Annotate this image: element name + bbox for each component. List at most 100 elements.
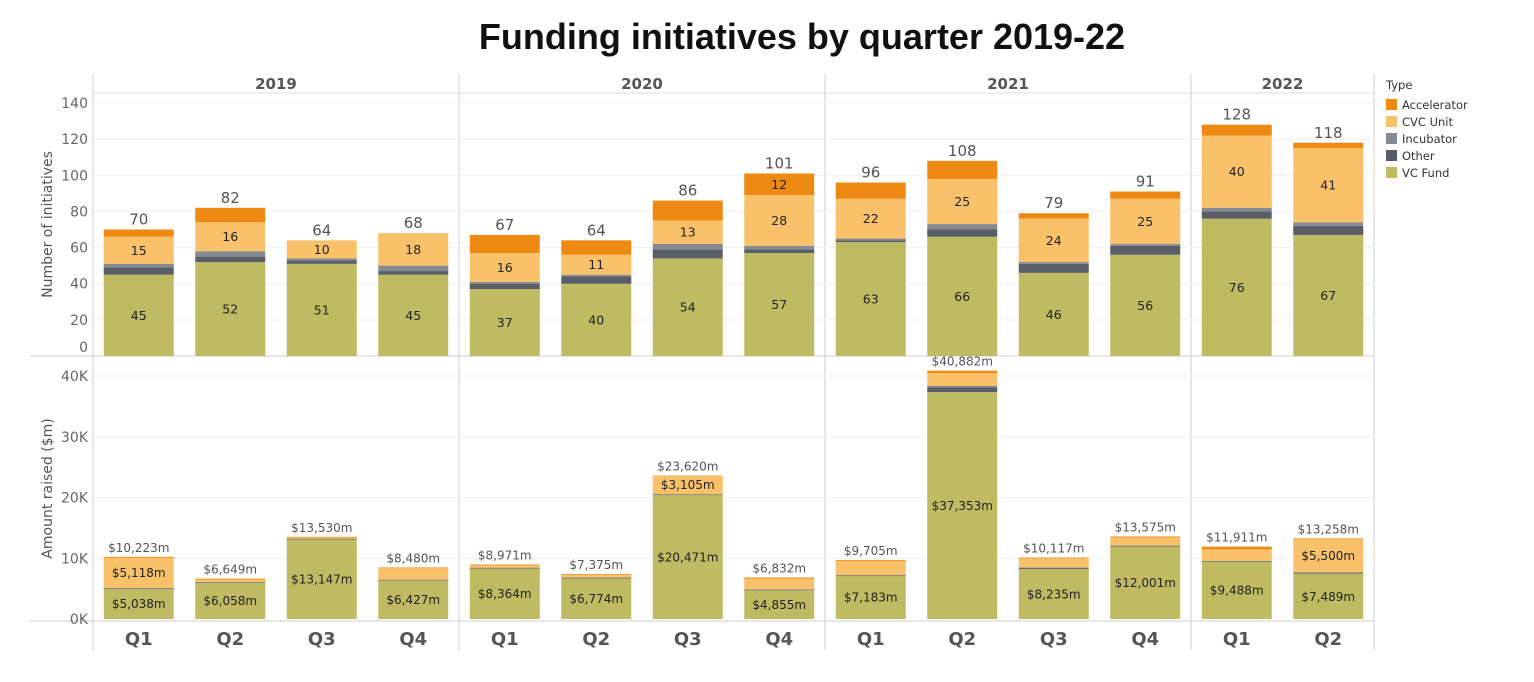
legend-swatch [1386, 167, 1397, 178]
bar-vc-fund [103, 274, 174, 356]
bar-cvc-unit [561, 575, 632, 578]
bar-incubator [195, 581, 266, 583]
data-label: 11 [588, 257, 604, 272]
data-label: 37 [497, 315, 513, 330]
data-label: 52 [222, 302, 238, 317]
y-axis-label: Amount raised ($m) [40, 418, 56, 558]
total-label: $23,620m [657, 459, 718, 473]
bar-vc-fund [1018, 568, 1089, 619]
x-tick-label: Q1 [857, 629, 885, 650]
x-tick-label: Q1 [491, 629, 519, 650]
total-label: 64 [312, 221, 331, 239]
legend-swatch [1386, 116, 1397, 127]
bar-accelerator [561, 574, 632, 576]
bar-other [1018, 263, 1089, 273]
legend-label: Other [1402, 148, 1435, 163]
bar-cvc-unit [469, 252, 540, 282]
data-label: $3,105m [661, 478, 715, 492]
bar-vc-fund [378, 579, 449, 619]
bar-accelerator [927, 370, 998, 374]
bar-accelerator [378, 567, 449, 569]
data-label: 45 [405, 308, 421, 323]
x-tick-label: Q2 [1314, 629, 1342, 650]
data-label: $8,364m [478, 587, 532, 601]
year-header: 2020 [621, 75, 663, 93]
bar-accelerator [1293, 142, 1364, 149]
bar-vc-fund [286, 539, 357, 619]
total-label: $8,480m [386, 551, 440, 565]
x-tick-label: Q4 [1131, 629, 1159, 650]
bar-vc-fund [927, 392, 998, 619]
data-label: $13,147m [291, 573, 352, 587]
total-label: $7,375m [569, 558, 623, 572]
bar-vc-fund [744, 589, 815, 619]
bar-incubator [744, 589, 815, 591]
total-label: $13,575m [1115, 521, 1176, 535]
bar-incubator [927, 386, 998, 388]
legend-title: Type [1386, 78, 1413, 92]
data-label: 16 [497, 260, 513, 275]
bar-vc-fund [286, 263, 357, 356]
legend-swatch [1386, 150, 1397, 161]
bar-cvc-unit [835, 560, 906, 576]
bar-accelerator [469, 564, 540, 566]
year-header: 2022 [1262, 75, 1304, 93]
y-tick-label: 10K [61, 551, 89, 567]
bar-incubator [1201, 207, 1272, 212]
bar-cvc-unit [1018, 218, 1089, 263]
x-tick-label: Q4 [765, 629, 793, 650]
x-tick-label: Q3 [1040, 629, 1068, 650]
bar-accelerator [744, 173, 815, 196]
data-label: $37,353m [932, 499, 993, 513]
bar-incubator [195, 251, 266, 257]
bar-incubator [1293, 572, 1364, 573]
y-tick-label: 20K [61, 491, 89, 507]
data-label: 40 [1229, 164, 1245, 179]
data-label: 40 [588, 312, 604, 327]
data-label: $5,038m [112, 597, 166, 611]
bar-incubator [1201, 560, 1272, 562]
data-label: $9,488m [1210, 584, 1264, 598]
bar-cvc-unit [561, 254, 632, 275]
data-label: 46 [1046, 307, 1062, 322]
bar-vc-fund [1201, 218, 1272, 356]
bar-incubator [469, 567, 540, 569]
y-tick-label: 140 [61, 96, 88, 112]
data-label: 57 [771, 297, 787, 312]
data-label: 16 [222, 229, 238, 244]
bar-incubator [103, 588, 174, 589]
total-label: 128 [1222, 106, 1251, 124]
total-label: 70 [129, 211, 148, 229]
y-tick-label: 100 [61, 168, 88, 184]
y-tick-label: 80 [70, 204, 88, 220]
bar-accelerator [744, 577, 815, 579]
bar-vc-fund [561, 577, 632, 619]
y-axis-label: Number of initiatives [40, 151, 56, 298]
bar-incubator [1293, 222, 1364, 226]
bar-accelerator [1110, 536, 1181, 538]
bar-vc-fund [1110, 546, 1181, 619]
total-label: 64 [587, 221, 606, 239]
bar-incubator [1018, 262, 1089, 264]
data-label: 12 [771, 177, 787, 192]
data-label: 24 [1046, 233, 1062, 248]
bar-cvc-unit [1293, 538, 1364, 573]
data-label: 66 [954, 289, 970, 304]
y-tick-label: 30K [61, 430, 89, 446]
bar-other [561, 276, 632, 284]
bar-cvc-unit [103, 556, 174, 589]
bar-cvc-unit [835, 198, 906, 239]
legend-label: VC Fund [1402, 165, 1450, 180]
x-tick-label: Q2 [948, 629, 976, 650]
bar-incubator [1110, 545, 1181, 547]
bar-accelerator [195, 578, 266, 580]
bar-cvc-unit [744, 578, 815, 590]
bar-vc-fund [652, 494, 723, 619]
bar-vc-fund [1110, 254, 1181, 356]
year-header: 2019 [255, 75, 297, 93]
x-tick-label: Q2 [582, 629, 610, 650]
bar-vc-fund [927, 236, 998, 356]
bar-other [927, 229, 998, 237]
legend: Type Accelerator CVC Unit Incubator Other VC… [1386, 78, 1468, 181]
data-label: 18 [405, 242, 421, 257]
